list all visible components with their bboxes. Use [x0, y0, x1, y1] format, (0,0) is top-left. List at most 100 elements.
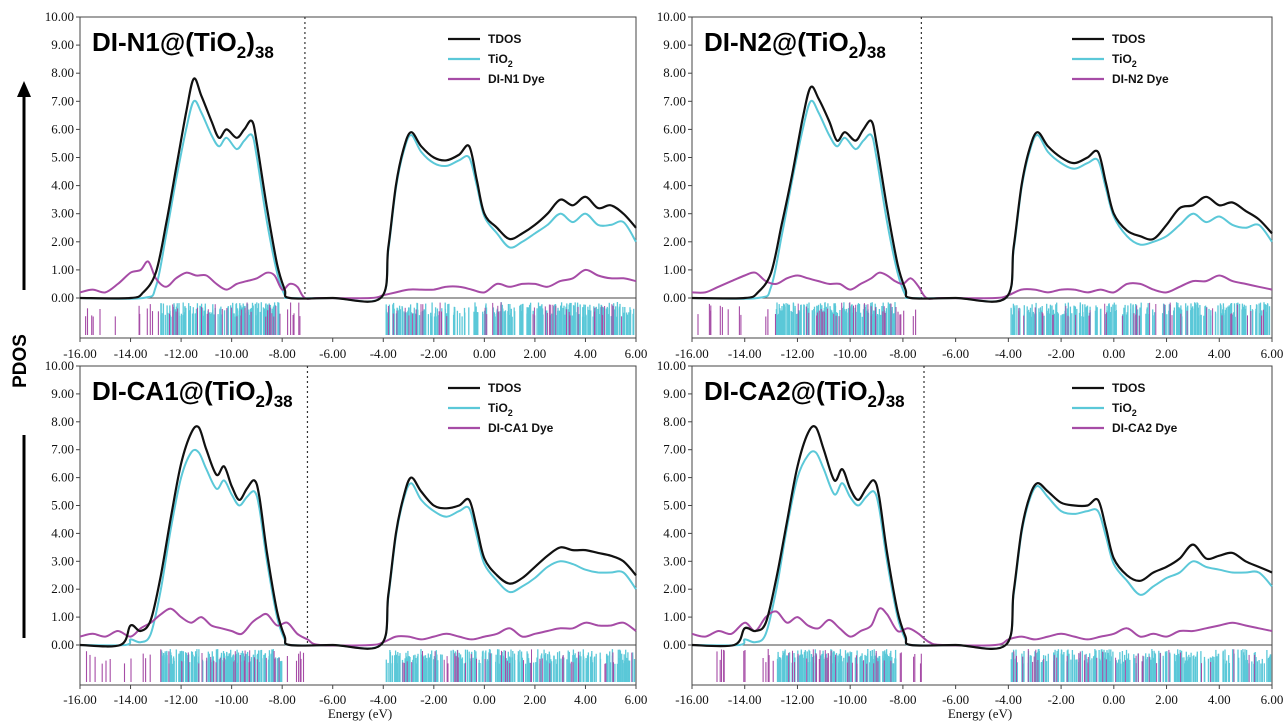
x-tick-label: -6.00 — [942, 692, 969, 707]
y-tick-label: 5.00 — [51, 498, 74, 513]
y-tick-label: 9.00 — [51, 386, 74, 401]
y-tick-label: 8.00 — [51, 65, 74, 80]
x-tick-label: 6.00 — [625, 346, 648, 361]
x-tick-label: -12.00 — [781, 692, 815, 707]
y-tick-label: 10.00 — [657, 9, 686, 24]
legend-label-dye: DI-CA1 Dye — [488, 421, 554, 435]
x-tick-label: 2.00 — [524, 692, 547, 707]
x-tick-label: -4.00 — [995, 692, 1022, 707]
x-tick-label: -2.00 — [420, 692, 447, 707]
x-tick-label: -6.00 — [319, 692, 346, 707]
y-tick-label: 3.00 — [663, 553, 686, 568]
panel-title: DI-CA1@(TiO2)38 — [92, 376, 293, 411]
pdos-panel-3: 0.00 1.00 2.00 3.00 4.00 5.00 6.00 7.00 8.00 9.00… — [45, 358, 648, 707]
y-tick-label: 4.00 — [51, 525, 74, 540]
energy-level-strip — [85, 649, 636, 682]
series-line-tio2 — [691, 99, 1273, 303]
x-tick-label: -14.00 — [114, 346, 148, 361]
x-tick-label: -4.00 — [995, 346, 1022, 361]
y-tick-label: 9.00 — [51, 37, 74, 52]
y-tick-label: 10.00 — [657, 358, 686, 373]
panel-title-part: DI-CA1@(TiO — [92, 376, 256, 406]
y-tick-label: 5.00 — [51, 150, 74, 165]
x-tick-label: 2.00 — [524, 346, 547, 361]
y-tick-label: 7.00 — [663, 93, 686, 108]
x-tick-label: -2.00 — [1048, 692, 1075, 707]
x-tick-label: -12.00 — [164, 692, 198, 707]
panel-title: DI-N1@(TiO2)38 — [92, 27, 274, 62]
y-tick-label: 10.00 — [45, 358, 74, 373]
series-line-tdos — [691, 85, 1273, 303]
x-tick-label: -16.00 — [675, 346, 709, 361]
x-tick-label: 4.00 — [1208, 346, 1231, 361]
panel-title-part: DI-N1@(TiO — [92, 27, 237, 57]
legend-label-tdos: TDOS — [1112, 381, 1145, 395]
panel-title-part: ) — [858, 27, 867, 57]
y-tick-label: 6.00 — [663, 121, 686, 136]
y-tick-label: 3.00 — [51, 553, 74, 568]
x-tick-label: 6.00 — [1261, 346, 1284, 361]
y-tick-label: 5.00 — [663, 498, 686, 513]
panel-title-part: 38 — [274, 392, 293, 411]
legend-label-tio2: TiO2 — [488, 52, 513, 69]
x-tick-label: -12.00 — [164, 346, 198, 361]
pdos-panel-2: 0.00 1.00 2.00 3.00 4.00 5.00 6.00 7.00 8.00 9.00… — [657, 9, 1284, 361]
y-tick-label: 2.00 — [51, 581, 74, 596]
x-tick-label: -14.00 — [728, 346, 762, 361]
y-tick-label: 6.00 — [51, 470, 74, 485]
legend-label-tio2: TiO2 — [488, 401, 513, 418]
y-tick-label: 6.00 — [51, 121, 74, 136]
x-tick-label: 0.00 — [473, 346, 496, 361]
panel-title-part: 2 — [849, 43, 858, 62]
y-tick-label: 9.00 — [663, 37, 686, 52]
x-tick-label: -16.00 — [63, 346, 97, 361]
legend-label-dye: DI-N1 Dye — [488, 72, 545, 86]
panel-title-part: ) — [246, 27, 255, 57]
x-tick-label: -4.00 — [370, 692, 397, 707]
x-tick-label: -2.00 — [1048, 346, 1075, 361]
panel-title: DI-CA2@(TiO2)38 — [704, 376, 905, 411]
y-tick-label: 2.00 — [663, 234, 686, 249]
y-tick-label: 7.00 — [51, 442, 74, 457]
legend-label-tdos: TDOS — [1112, 32, 1145, 46]
x-tick-label: -12.00 — [781, 346, 815, 361]
x-tick-label: -10.00 — [215, 346, 249, 361]
series-line-tio2 — [79, 99, 637, 303]
panel-title-part: 2 — [256, 392, 265, 411]
panel-title-part: 38 — [867, 43, 886, 62]
panel-title-part: ) — [265, 376, 274, 406]
panel-title-part: 2 — [237, 43, 246, 62]
y-tick-label: 2.00 — [51, 234, 74, 249]
series-line-tio2 — [79, 448, 637, 650]
legend-label-tdos: TDOS — [488, 32, 521, 46]
series-line-tio2 — [691, 450, 1273, 650]
y-tick-label: 4.00 — [663, 178, 686, 193]
panel-title-part: 2 — [868, 392, 877, 411]
series-line-tdos — [79, 425, 637, 650]
y-tick-label: 0.00 — [663, 637, 686, 652]
x-tick-label: -8.00 — [889, 692, 916, 707]
legend-label-tio2: TiO2 — [1112, 401, 1137, 418]
y-tick-label: 8.00 — [663, 414, 686, 429]
panel-title-part: 38 — [255, 43, 274, 62]
x-tick-label: 0.00 — [1102, 692, 1125, 707]
x-tick-label: 0.00 — [1102, 346, 1125, 361]
panel-title: DI-N2@(TiO2)38 — [704, 27, 886, 62]
y-tick-label: 8.00 — [51, 414, 74, 429]
energy-level-strip — [716, 649, 1272, 682]
y-tick-label: 9.00 — [663, 386, 686, 401]
y-tick-label: 1.00 — [51, 609, 74, 624]
series-line-dye — [79, 607, 637, 647]
x-tick-label: -8.00 — [269, 692, 296, 707]
x-tick-label: 2.00 — [1155, 346, 1178, 361]
x-axis-label-right: Energy (eV) — [948, 706, 1012, 721]
x-axis-label-left: Energy (eV) — [328, 706, 392, 721]
y-tick-label: 7.00 — [51, 93, 74, 108]
panel-title-part: DI-CA2@(TiO — [704, 376, 868, 406]
series-line-dye — [691, 271, 1273, 300]
x-tick-label: -6.00 — [319, 346, 346, 361]
y-tick-label: 0.00 — [51, 290, 74, 305]
y-tick-label: 10.00 — [45, 9, 74, 24]
pdos-panel-4: 0.00 1.00 2.00 3.00 4.00 5.00 6.00 7.00 8.00 9.00… — [657, 358, 1284, 707]
y-tick-label: 0.00 — [51, 637, 74, 652]
